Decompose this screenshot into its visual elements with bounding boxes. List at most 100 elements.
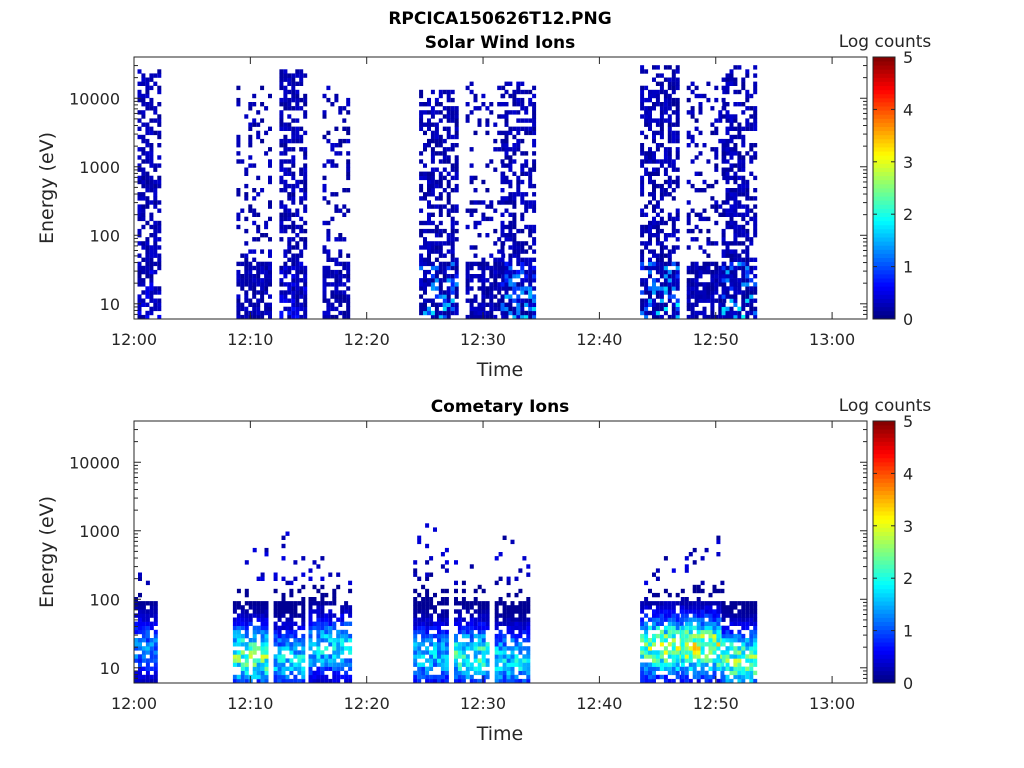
heatmap-cell [714,274,719,279]
heatmap-cell [236,613,241,618]
colorbar-frame [872,420,896,684]
heatmap-cell [446,89,451,95]
heatmap-cell [725,188,730,193]
heatmap-cell [710,298,715,303]
heatmap-cell [504,200,509,205]
heatmap-cell [644,241,649,246]
heatmap-cell [295,208,300,213]
heatmap-cell [477,633,482,639]
heatmap-cell [667,605,672,610]
heatmap-cell [334,278,339,283]
heatmap-cell [532,85,537,91]
heatmap-cell [718,306,723,312]
heatmap-cell [340,613,345,618]
heatmap-cell [684,556,689,561]
heatmap-cell [684,564,689,569]
heatmap-cell [741,216,746,222]
heatmap-cell [252,212,257,217]
heatmap-cell [145,188,150,193]
heatmap-cell [737,204,742,209]
heatmap-cell [137,118,142,123]
heatmap-cell [457,601,462,606]
heatmap-cell [741,77,746,82]
heatmap-cell [334,290,339,295]
heatmap-cell [720,580,725,586]
heatmap-cell [338,237,343,242]
heatmap-cell [141,257,146,262]
heatmap-cell [427,102,431,107]
heatmap-cell [342,126,347,131]
heatmap-cell [526,633,531,639]
colorbar-segment [873,171,895,177]
heatmap-cell [293,650,298,655]
heatmap-cell [526,662,531,667]
heatmap-cell [528,179,533,185]
heatmap-cell [712,658,717,663]
heatmap-cell [149,249,154,254]
heatmap-cell [512,241,517,246]
heatmap-cell [268,249,272,254]
x-tick-label: 12:20 [344,330,390,349]
heatmap-cell [688,658,693,663]
heatmap-cell [149,601,154,606]
heatmap-cell [244,613,249,618]
heatmap-cell [706,261,711,267]
heatmap-cell [671,249,676,254]
heatmap-cell [745,609,750,614]
heatmap-cell [655,224,660,230]
heatmap-cell [481,286,486,291]
heatmap-cell [338,310,343,316]
heatmap-cell [485,233,490,238]
heatmap-cell [454,171,459,176]
heatmap-cell [295,314,300,320]
heatmap-cell [461,646,466,651]
heatmap-cell [512,200,517,205]
heatmap-cell [712,666,717,671]
heatmap-cell [425,560,430,565]
figure-title: RPCICA150626T12.PNG [388,9,611,29]
heatmap-cell [308,613,313,618]
heatmap-cell [454,310,459,316]
heatmap-cell [283,298,288,303]
heatmap-cell [330,274,335,279]
heatmap-cell [421,642,426,647]
heatmap-cell [417,617,422,622]
heatmap-cell [725,126,730,131]
heatmap-cell [721,200,726,205]
heatmap-cell [644,642,649,647]
heatmap-cell [753,65,758,70]
heatmap-cell [244,196,249,201]
heatmap-cell [652,298,656,303]
heatmap-cell [725,310,730,316]
heatmap-cell [141,147,146,152]
heatmap-cell [667,278,672,283]
heatmap-cell [423,269,427,275]
heatmap-cell [291,261,296,267]
heatmap-cell [342,261,347,267]
heatmap-cell [236,278,241,283]
heatmap-cell [153,237,158,242]
heatmap-cell [729,269,734,275]
heatmap-cell [244,678,249,684]
heatmap-cell [733,81,738,86]
heatmap-cell [648,294,652,299]
heatmap-cell [640,654,645,659]
heatmap-cell [281,674,286,680]
heatmap-cell [655,253,660,258]
heatmap-cell [680,617,685,622]
heatmap-cell [145,621,150,626]
heatmap-cell [694,290,699,295]
heatmap-cell [708,678,713,684]
heatmap-cell [749,278,754,283]
heatmap-cell [324,654,329,659]
heatmap-cell [295,245,300,250]
heatmap-cell [671,310,676,316]
heatmap-cell [704,605,709,610]
heatmap-cell [434,179,439,185]
heatmap-cell [454,286,459,291]
heatmap-cell [293,605,298,610]
heatmap-cell [153,617,158,622]
heatmap-cell [279,159,284,164]
heatmap-cell [332,642,337,647]
heatmap-cell [652,118,656,123]
